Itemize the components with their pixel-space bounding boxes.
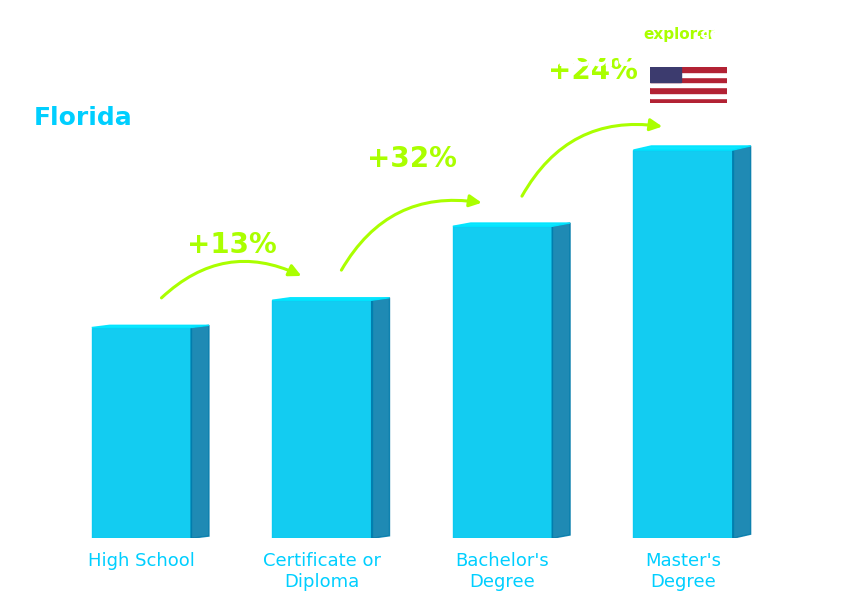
Bar (650, 77, 727, 82)
Text: 103,000 USD: 103,000 USD (267, 268, 377, 287)
Polygon shape (733, 146, 751, 538)
Bar (453, 226, 552, 538)
Bar (650, 82, 727, 87)
Bar (650, 98, 727, 103)
Polygon shape (272, 298, 389, 300)
Text: +24%: +24% (548, 58, 638, 85)
Bar (272, 300, 371, 538)
Text: 135,000 USD: 135,000 USD (448, 195, 558, 213)
Polygon shape (633, 146, 751, 150)
Bar (650, 93, 727, 98)
Text: 168,000 USD: 168,000 USD (628, 118, 738, 136)
Bar (650, 87, 727, 93)
Text: explorer: explorer (643, 27, 716, 42)
Bar (650, 67, 681, 82)
Text: +32%: +32% (367, 145, 457, 173)
Polygon shape (552, 223, 570, 538)
Polygon shape (92, 325, 209, 327)
Bar (633, 150, 733, 538)
Text: Malware Analysis Expert: Malware Analysis Expert (34, 76, 340, 100)
Text: salary: salary (612, 27, 665, 42)
Text: +13%: +13% (187, 231, 276, 259)
Text: Salary Comparison By Education: Salary Comparison By Education (34, 39, 695, 73)
Text: Average Yearly Salary: Average Yearly Salary (812, 265, 824, 402)
FancyArrowPatch shape (162, 261, 298, 298)
Polygon shape (453, 223, 570, 226)
FancyArrowPatch shape (342, 196, 479, 270)
FancyArrowPatch shape (522, 120, 659, 196)
Polygon shape (371, 298, 389, 538)
Bar (650, 72, 727, 77)
Bar (650, 67, 727, 72)
Text: .com: .com (695, 27, 736, 42)
Polygon shape (191, 325, 209, 538)
Text: Florida: Florida (34, 106, 133, 130)
Bar (92, 327, 191, 538)
Text: 91,200 USD: 91,200 USD (92, 296, 191, 314)
